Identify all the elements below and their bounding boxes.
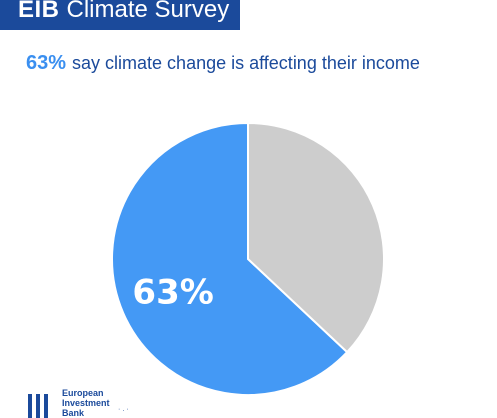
- brand-name: EIB: [18, 0, 60, 23]
- title-bar: EIB Climate Survey: [0, 0, 240, 30]
- logo-line: European: [62, 388, 104, 398]
- logo-line: Investment: [62, 398, 110, 408]
- chart-subtitle: 63% say climate change is affecting their…: [26, 52, 420, 75]
- eu-stars-icon: ·.·: [118, 406, 131, 413]
- eib-logo: European Investment Bank ·.·: [26, 388, 206, 418]
- eib-logo-mark-icon: [28, 394, 48, 418]
- logo-text: European Investment Bank: [62, 388, 110, 418]
- subtitle-highlight: 63%: [26, 52, 67, 74]
- pie-slice-1: [247, 121, 385, 354]
- logo-line: Bank: [62, 408, 85, 418]
- survey-title: Climate Survey: [66, 0, 230, 23]
- slice-label-0: 63%: [132, 272, 213, 312]
- subtitle-text: say climate change is affecting their in…: [72, 53, 420, 73]
- pie-slice-0: [111, 121, 349, 396]
